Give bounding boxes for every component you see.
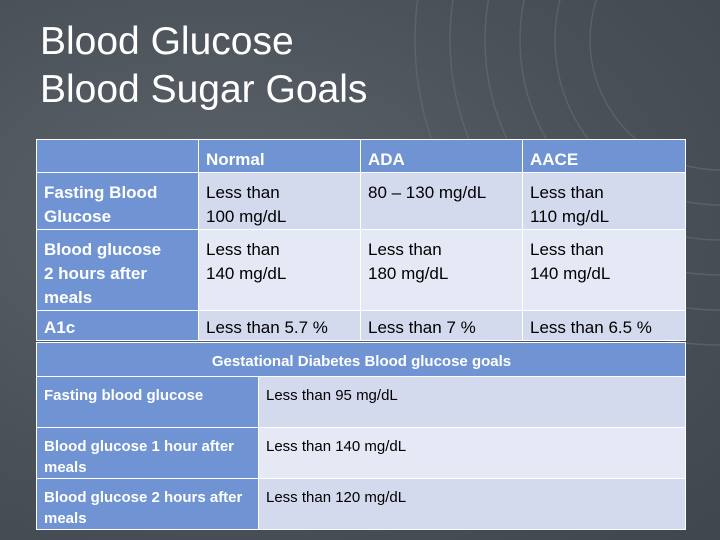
gestational-value-fasting: Less than 95 mg/dL xyxy=(257,376,687,428)
gestational-value-1h: Less than 140 mg/dL xyxy=(257,427,687,479)
row-label-2h: Blood glucose 2 hours after meals xyxy=(36,229,199,311)
gestational-row-1h: Blood glucose 1 hour after meals Less th… xyxy=(36,427,687,479)
slide-title: Blood Glucose Blood Sugar Goals xyxy=(40,18,367,114)
gestational-row-2h: Blood glucose 2 hours after meals Less t… xyxy=(36,478,687,530)
table-row-fasting: Fasting Blood Glucose Less than 100 mg/d… xyxy=(36,172,686,230)
gestational-value-2h: Less than 120 mg/dL xyxy=(257,478,687,530)
gestational-header-row: Gestational Diabetes Blood glucose goals xyxy=(35,342,687,377)
gestational-row-fasting: Fasting blood glucose Less than 95 mg/dL xyxy=(36,376,687,428)
gestational-header: Gestational Diabetes Blood glucose goals xyxy=(35,342,687,377)
gestational-label-2h: Blood glucose 2 hours after meals xyxy=(36,478,259,530)
cell-fasting-normal: Less than 100 mg/dL xyxy=(198,172,361,230)
cell-2h-ada: Less than 180 mg/dL xyxy=(360,229,523,311)
gestational-label-1h: Blood glucose 1 hour after meals xyxy=(36,427,259,479)
title-line-2: Blood Sugar Goals xyxy=(40,68,368,111)
row-label-fasting: Fasting Blood Glucose xyxy=(36,172,199,230)
header-ada: ADA xyxy=(360,139,523,173)
table-row-2h: Blood glucose 2 hours after meals Less t… xyxy=(36,229,686,311)
cell-a1c-normal: Less than 5.7 % xyxy=(198,310,361,341)
cell-2h-normal: Less than 140 mg/dL xyxy=(198,229,361,311)
cell-a1c-ada: Less than 7 % xyxy=(360,310,523,341)
cell-a1c-aace: Less than 6.5 % xyxy=(522,310,686,341)
row-label-a1c: A1c xyxy=(36,310,199,341)
title-line-1: Blood Glucose xyxy=(40,20,294,63)
header-aace: AACE xyxy=(522,139,686,173)
gestational-label-fasting: Fasting blood glucose xyxy=(36,376,259,428)
cell-fasting-ada: 80 – 130 mg/dL xyxy=(360,172,523,230)
gestational-goals-table: Gestational Diabetes Blood glucose goals… xyxy=(35,342,687,530)
header-normal: Normal xyxy=(198,139,361,173)
cell-fasting-aace: Less than 110 mg/dL xyxy=(522,172,686,230)
table-header-row: Normal ADA AACE xyxy=(36,139,686,173)
blood-glucose-goals-table: Normal ADA AACE Fasting Blood Glucose Le… xyxy=(36,139,686,341)
cell-2h-aace: Less than 140 mg/dL xyxy=(522,229,686,311)
table-row-a1c: A1c Less than 5.7 % Less than 7 % Less t… xyxy=(36,310,686,341)
header-empty-cell xyxy=(36,139,199,173)
